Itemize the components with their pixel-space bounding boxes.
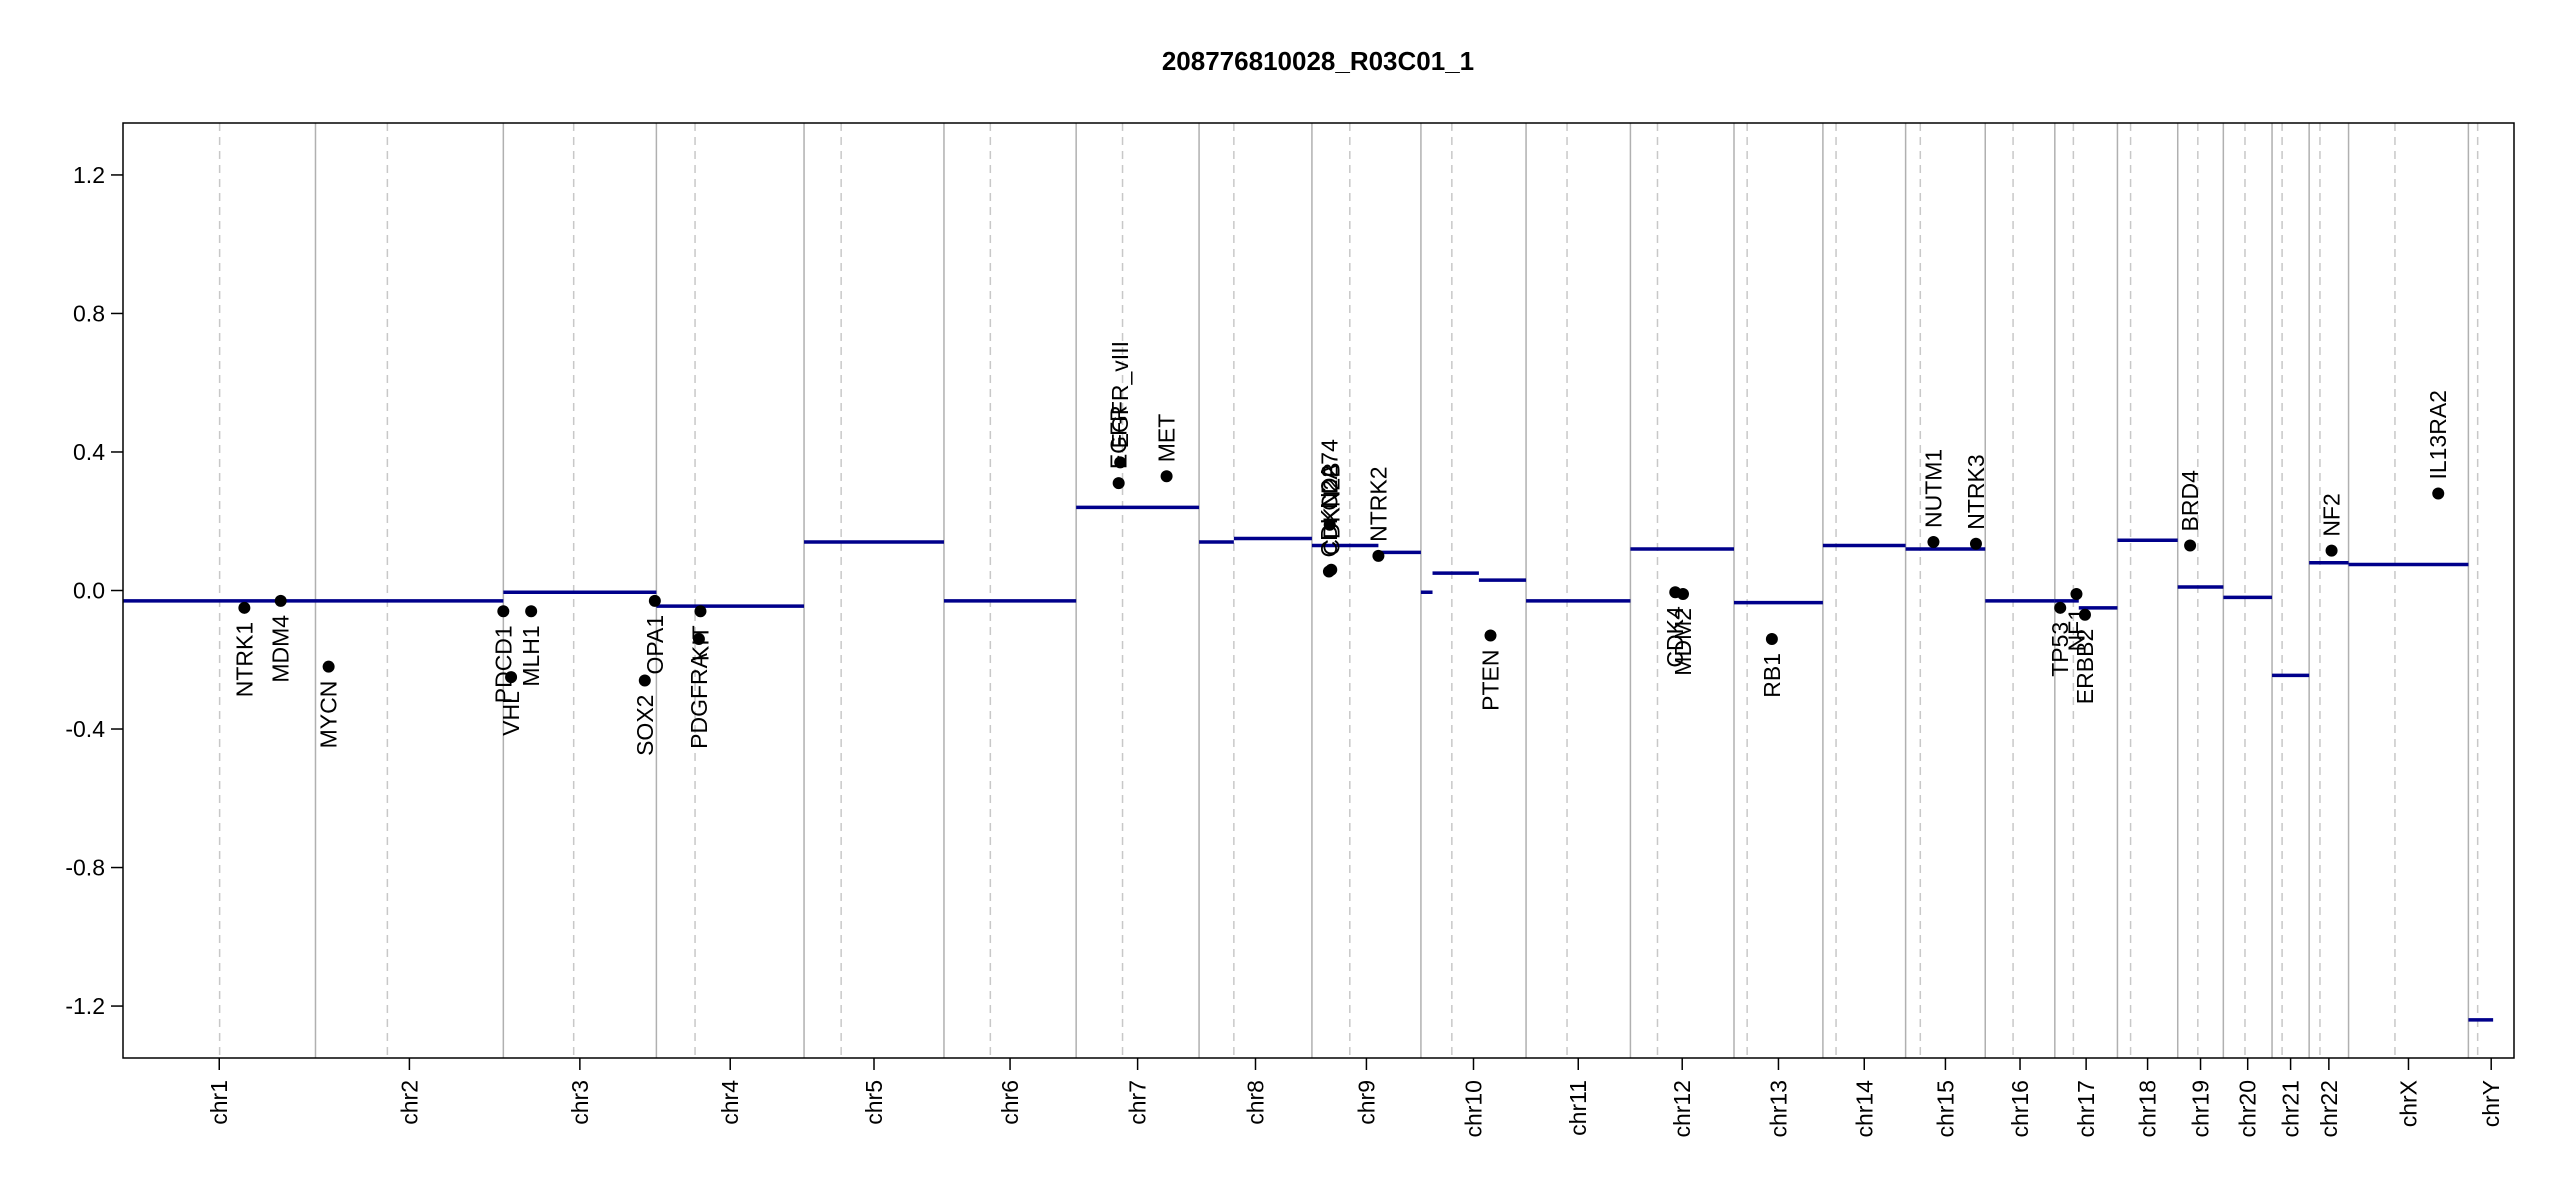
gene-label: CDKN2B bbox=[1318, 462, 1344, 555]
gene-point bbox=[638, 674, 651, 687]
gene-label: NF2 bbox=[2319, 493, 2345, 536]
y-tick-label: 0.8 bbox=[73, 300, 105, 326]
gene-point bbox=[694, 605, 707, 618]
gene-label: KIT bbox=[687, 625, 713, 661]
x-tick-label: chrX bbox=[2395, 1080, 2421, 1127]
gene-point bbox=[1323, 518, 1336, 531]
gene-point bbox=[505, 671, 518, 684]
gene-label: NTRK2 bbox=[1365, 466, 1391, 541]
gene-label: PDGFRA bbox=[686, 652, 712, 749]
gene-point bbox=[1372, 549, 1385, 562]
gene-point bbox=[2325, 544, 2338, 557]
gene-label: MLH1 bbox=[518, 625, 544, 686]
x-tick-label: chr3 bbox=[567, 1080, 593, 1125]
gene-point bbox=[648, 594, 661, 607]
gene-label: NUTM1 bbox=[1920, 449, 1946, 528]
x-tick-label: chr16 bbox=[2007, 1080, 2033, 1138]
x-tick-label: chr19 bbox=[2188, 1080, 2214, 1138]
x-tick-label: chr18 bbox=[2135, 1080, 2161, 1138]
x-tick-label: chr6 bbox=[997, 1080, 1023, 1125]
gene-label: PDCD1 bbox=[490, 625, 516, 703]
x-tick-label: chr20 bbox=[2235, 1080, 2261, 1138]
gene-point bbox=[1114, 456, 1127, 469]
gene-point bbox=[1112, 477, 1125, 490]
gene-point bbox=[525, 605, 538, 618]
x-tick-label: chrY bbox=[2478, 1080, 2504, 1127]
x-tick-label: chr13 bbox=[1765, 1080, 1791, 1138]
x-tick-label: chr2 bbox=[396, 1080, 422, 1125]
gene-point bbox=[2070, 587, 2083, 600]
gene-label: MET bbox=[1154, 414, 1180, 463]
x-tick-label: chr1 bbox=[206, 1080, 232, 1125]
gene-point bbox=[238, 601, 251, 614]
y-tick-label: 1.2 bbox=[73, 162, 105, 188]
y-tick-label: -0.4 bbox=[65, 716, 105, 742]
gene-point bbox=[692, 632, 705, 645]
x-tick-label: chr15 bbox=[1932, 1080, 1958, 1138]
plot-frame bbox=[122, 122, 2515, 1059]
gene-point bbox=[322, 660, 335, 673]
gene-label: VHL bbox=[498, 691, 524, 736]
gene-point bbox=[1927, 536, 1940, 549]
gene-point bbox=[274, 594, 287, 607]
y-tick-label: -1.2 bbox=[65, 993, 105, 1019]
gene-point bbox=[2184, 539, 2197, 552]
gene-label: MDM2 bbox=[1670, 608, 1696, 676]
x-tick-label: chr9 bbox=[1353, 1080, 1379, 1125]
gene-label: MYCN bbox=[316, 681, 342, 749]
gene-point bbox=[1160, 470, 1173, 483]
gene-label: IL13RA2 bbox=[2425, 390, 2451, 480]
gene-label: TP53 bbox=[2047, 622, 2073, 677]
gene-point bbox=[1969, 537, 1982, 550]
gene-label: PTEN bbox=[1478, 650, 1504, 711]
gene-label: CD274 bbox=[1317, 439, 1343, 511]
x-tick-label: chr14 bbox=[1851, 1080, 1877, 1138]
gene-label: MDM4 bbox=[268, 615, 294, 683]
x-tick-label: chr22 bbox=[2316, 1080, 2342, 1138]
gene-label: CDKN2A bbox=[1316, 463, 1342, 557]
gene-point bbox=[1765, 632, 1778, 645]
gene-label: EGFR_vIII bbox=[1107, 341, 1133, 448]
gene-label: OPA1 bbox=[642, 615, 668, 675]
gene-label: ERBB2 bbox=[2072, 629, 2098, 704]
x-tick-label: chr10 bbox=[1460, 1080, 1486, 1138]
y-tick-label: 0.0 bbox=[73, 578, 105, 604]
y-tick-label: 0.4 bbox=[73, 439, 105, 465]
gene-label: NTRK3 bbox=[1963, 454, 1989, 529]
chart-title: 208776810028_R03C01_1 bbox=[1162, 46, 1474, 76]
x-tick-label: chr8 bbox=[1242, 1080, 1268, 1125]
y-tick-label: -0.8 bbox=[65, 855, 105, 881]
gene-point bbox=[497, 605, 510, 618]
gene-point bbox=[1325, 563, 1338, 576]
x-tick-label: chr17 bbox=[2073, 1080, 2099, 1138]
gene-label: NTRK1 bbox=[231, 622, 257, 697]
x-tick-label: chr4 bbox=[717, 1080, 743, 1125]
x-tick-label: chr12 bbox=[1669, 1080, 1695, 1138]
x-tick-label: chr21 bbox=[2278, 1080, 2304, 1138]
x-tick-label: chr11 bbox=[1565, 1080, 1591, 1136]
x-tick-label: chr5 bbox=[861, 1080, 887, 1125]
gene-point bbox=[1484, 629, 1497, 642]
gene-point bbox=[2078, 608, 2091, 621]
x-tick-label: chr7 bbox=[1125, 1080, 1151, 1125]
gene-point bbox=[1676, 587, 1689, 600]
gene-point bbox=[2054, 601, 2067, 614]
gene-label: CDK4 bbox=[1662, 606, 1688, 668]
gene-label: BRD4 bbox=[2177, 470, 2203, 532]
gene-point bbox=[2432, 487, 2445, 500]
gene-label: SOX2 bbox=[632, 695, 658, 756]
gene-label: RB1 bbox=[1759, 653, 1785, 698]
